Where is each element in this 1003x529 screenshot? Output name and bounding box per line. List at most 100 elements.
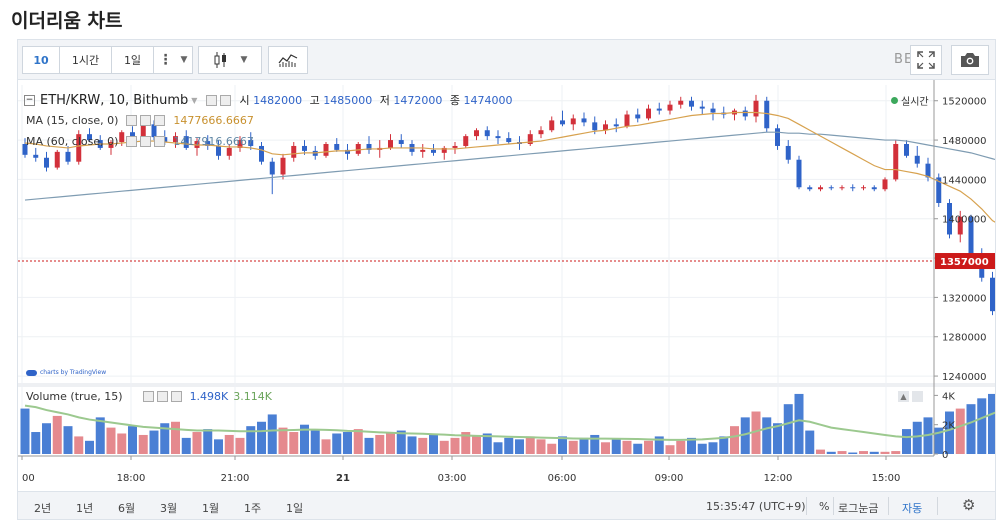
interval-1h-button[interactable]: 1시간 <box>59 46 112 74</box>
candle <box>538 130 544 135</box>
volume-bar <box>235 437 245 454</box>
gear-icon[interactable] <box>156 391 168 402</box>
volume-bar <box>396 430 406 454</box>
collapse-icon[interactable]: − <box>24 94 35 106</box>
indicators-button[interactable] <box>268 46 308 74</box>
gear-icon[interactable] <box>140 115 152 126</box>
indicators-icon <box>278 54 298 67</box>
volume-bar <box>289 432 299 454</box>
candle <box>44 157 49 168</box>
candle <box>355 144 361 154</box>
volume-bar <box>568 440 578 454</box>
candle <box>710 108 716 113</box>
percent-scale-button[interactable]: % <box>819 500 830 513</box>
auto-scale-button[interactable]: 자동 <box>902 502 923 515</box>
volume-bar <box>859 451 868 454</box>
range-1w-button[interactable]: 1주 <box>244 502 262 515</box>
candle <box>463 136 469 146</box>
volume-bar <box>740 417 750 454</box>
volume-bar <box>138 434 148 454</box>
candle <box>398 140 404 144</box>
interval-10m-button[interactable]: 10 <box>22 46 60 74</box>
candle <box>237 140 243 148</box>
interval-1d-button[interactable]: 1일 <box>111 46 154 74</box>
candle <box>893 144 899 180</box>
pane-maximize-button[interactable] <box>912 391 923 402</box>
volume-bar <box>472 436 481 454</box>
candle <box>603 124 608 131</box>
volume-bar <box>525 436 535 454</box>
volume-bar <box>461 432 471 454</box>
range-1y-button[interactable]: 1년 <box>76 502 94 515</box>
volume-bar <box>848 452 858 454</box>
volume-bar <box>63 426 73 454</box>
volume-bar <box>439 440 449 454</box>
range-3m-button[interactable]: 3월 <box>160 502 178 515</box>
tradingview-watermark[interactable]: charts by TradingView <box>26 369 106 376</box>
candle <box>183 136 189 148</box>
realtime-indicator: 실시간 <box>891 93 929 108</box>
chart-style-button[interactable]: ▼ <box>198 46 262 74</box>
eye-icon[interactable] <box>126 136 138 147</box>
candle <box>646 108 651 119</box>
volume-bar <box>257 421 266 454</box>
close-icon[interactable] <box>170 391 182 402</box>
chevron-down-icon: ▼ <box>240 55 248 65</box>
snapshot-button[interactable] <box>951 45 989 75</box>
gear-icon[interactable] <box>220 94 232 106</box>
volume-label: Volume (true, 15) <box>26 390 123 403</box>
volume-bar <box>611 439 621 454</box>
y-tick-label: 1440000 <box>942 175 987 186</box>
volume-bar <box>203 429 213 454</box>
y-tick-label: 1480000 <box>942 136 987 147</box>
volume-bar <box>934 427 944 454</box>
close-icon[interactable] <box>154 115 166 126</box>
eye-icon[interactable] <box>142 391 154 402</box>
candle <box>624 114 630 127</box>
high-value: 1485000 <box>323 94 373 107</box>
candle <box>431 149 436 153</box>
range-6m-button[interactable]: 6월 <box>118 502 136 515</box>
x-tick-label: 21 <box>336 473 350 484</box>
eye-icon[interactable] <box>206 94 218 106</box>
fullscreen-button[interactable] <box>910 45 942 75</box>
volume-bar <box>192 432 202 454</box>
more-intervals-button[interactable]: ⋮ ▼ <box>153 46 193 74</box>
gear-icon[interactable] <box>140 136 152 147</box>
symbol-label: ETH/KRW, 10, Bithumb <box>40 92 189 108</box>
close-icon[interactable] <box>154 136 166 147</box>
candle <box>441 147 447 153</box>
volume-ma-line <box>24 404 995 441</box>
cloud-icon <box>26 369 37 376</box>
ma15-value: 1477666.6667 <box>173 114 254 127</box>
ma60-label: MA (60, close, 0) <box>26 135 119 148</box>
gear-icon[interactable]: ⚙ <box>962 496 976 514</box>
fullscreen-icon <box>917 51 935 69</box>
volume-bar <box>429 434 438 454</box>
volume-bar <box>676 440 686 454</box>
volume-bar <box>149 430 159 454</box>
volume-bar <box>751 411 761 454</box>
close-label: 종 <box>449 94 460 107</box>
bottom-toolbar: 2년 1년 6월 3월 1월 1주 1일 15:35:47 (UTC+9) % … <box>18 491 995 519</box>
candle <box>914 155 920 164</box>
range-1d-button[interactable]: 1일 <box>286 502 304 515</box>
log-scale-button[interactable]: 로그눈금 <box>838 502 879 515</box>
volume-bar <box>246 426 256 454</box>
range-2y-button[interactable]: 2년 <box>34 502 52 515</box>
volume-bar <box>902 429 911 454</box>
candle <box>76 134 82 162</box>
close-value: 1474000 <box>463 94 513 107</box>
pane-up-button[interactable]: ▲ <box>898 391 909 402</box>
more-vertical-icon: ⋮ <box>158 52 173 68</box>
candle <box>259 145 264 162</box>
candle <box>130 132 135 137</box>
range-1m-button[interactable]: 1월 <box>202 502 220 515</box>
candle <box>65 151 71 162</box>
candle <box>248 140 254 146</box>
volume-bar <box>805 430 815 454</box>
volume-bar <box>687 437 696 454</box>
chevron-down-icon[interactable]: ▼ <box>191 95 198 105</box>
volume-bar <box>515 439 524 454</box>
eye-icon[interactable] <box>126 115 138 126</box>
